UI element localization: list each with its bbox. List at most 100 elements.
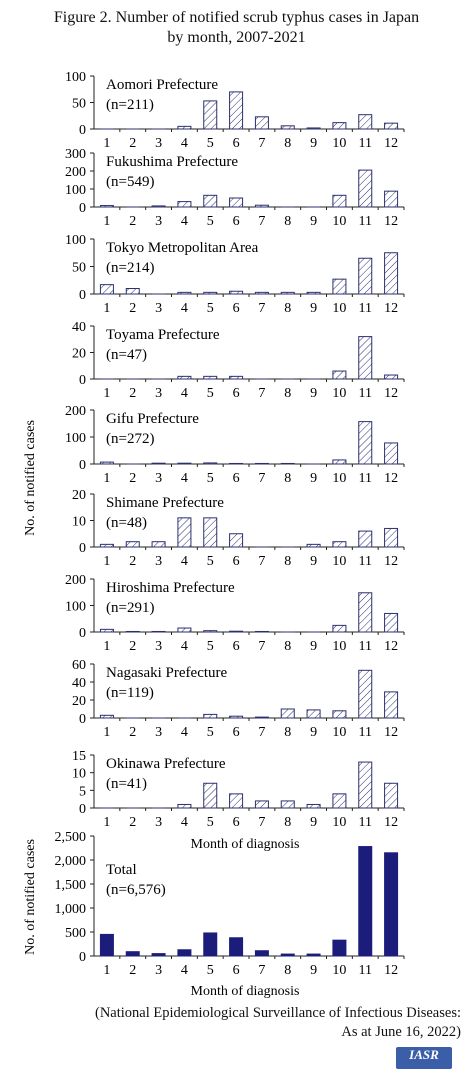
x-tick-label: 4: [181, 471, 188, 486]
x-tick-label: 7: [258, 639, 265, 654]
panel-n-label: (n=48): [106, 515, 147, 531]
x-tick-label: 9: [310, 554, 317, 569]
x-tick-label: 8: [284, 639, 291, 654]
panel-n-label: (n=211): [106, 97, 154, 113]
x-tick-label: 12: [384, 725, 398, 740]
x-tick-label: 6: [233, 301, 240, 316]
bar: [177, 803, 192, 809]
y-tick-label: 20: [72, 347, 86, 362]
bar: [125, 630, 140, 633]
x-tick-label: 1: [103, 301, 110, 316]
x-tick-label: 1: [103, 963, 110, 978]
bar: [358, 169, 373, 208]
panel-name: Hiroshima Prefecture: [106, 580, 235, 596]
x-tick-label: 2: [129, 471, 136, 486]
bar: [332, 939, 347, 957]
bar: [177, 462, 192, 465]
bar: [151, 205, 166, 208]
bar: [332, 459, 347, 465]
x-tick-label: 3: [155, 725, 162, 740]
bar: [384, 527, 399, 548]
panel-n-label: (n=119): [106, 685, 154, 701]
bar: [306, 127, 321, 130]
panel-n-label: (n=214): [106, 260, 154, 276]
panel-n-label: (n=272): [106, 431, 154, 447]
y-tick-label: 0: [79, 288, 86, 303]
x-tick-label: 11: [359, 136, 372, 151]
x-tick-label: 8: [284, 725, 291, 740]
x-tick-label: 3: [155, 136, 162, 151]
x-tick-label: 2: [129, 639, 136, 654]
bar: [254, 116, 269, 130]
bar: [254, 204, 269, 208]
y-tick-label: 10: [72, 515, 86, 530]
x-tick-label: 1: [103, 725, 110, 740]
bar: [125, 288, 140, 295]
x-tick-label: 9: [310, 214, 317, 229]
x-tick-label: 8: [284, 301, 291, 316]
bar: [358, 114, 373, 130]
x-tick-label: 11: [359, 639, 372, 654]
x-tick-label: 6: [233, 554, 240, 569]
bar: [229, 91, 244, 130]
bar: [280, 953, 295, 957]
y-tick-label: 200: [65, 404, 86, 419]
x-tick-label: 2: [129, 725, 136, 740]
bar: [358, 421, 373, 465]
panel-n-label: (n=6,576): [106, 882, 166, 898]
x-tick-label: 1: [103, 815, 110, 830]
x-tick-label: 11: [359, 386, 372, 401]
panel-name: Okinawa Prefecture: [106, 756, 226, 772]
panel-name: Shimane Prefecture: [106, 495, 224, 511]
x-tick-label: 1: [103, 214, 110, 229]
bar: [203, 100, 218, 130]
bar: [280, 291, 295, 295]
x-tick-label: 5: [207, 136, 214, 151]
x-tick-label: 7: [258, 554, 265, 569]
bar: [384, 122, 399, 130]
y-tick-label: 0: [79, 458, 86, 473]
x-tick-label: 2: [129, 815, 136, 830]
source-line1: (National Epidemiological Surveillance o…: [94, 1005, 461, 1021]
x-tick-label: 3: [155, 301, 162, 316]
x-tick-label: 12: [384, 214, 398, 229]
iasr-logo-text: IASR: [409, 1047, 439, 1062]
figure-title-line2: by month, 2007-2021: [167, 29, 306, 46]
bar: [203, 291, 218, 295]
x-tick-label: 7: [258, 963, 265, 978]
x-tick-label: 10: [332, 725, 346, 740]
bar: [177, 125, 192, 130]
bar: [306, 543, 321, 548]
x-tick-label: 1: [103, 136, 110, 151]
bar: [99, 933, 114, 957]
bar: [203, 375, 218, 380]
x-tick-label: 1: [103, 471, 110, 486]
x-tick-label: 10: [332, 471, 346, 486]
x-tick-label: 4: [181, 136, 188, 151]
bar: [280, 462, 295, 465]
bar: [254, 950, 269, 957]
x-tick-label: 7: [258, 725, 265, 740]
x-tick-label: 6: [233, 963, 240, 978]
x-tick-label: 12: [384, 639, 398, 654]
y-tick-label: 100: [65, 600, 86, 615]
x-tick-label: 3: [155, 554, 162, 569]
panel-n-label: (n=549): [106, 174, 154, 190]
bar: [99, 628, 114, 633]
x-tick-label: 10: [332, 386, 346, 401]
y-tick-label: 5: [79, 784, 86, 799]
x-tick-label: 10: [332, 214, 346, 229]
x-tick-label: 4: [181, 815, 188, 830]
figure-title: Figure 2. Number of notified scrub typhu…: [0, 8, 473, 48]
x-tick-label: 5: [207, 301, 214, 316]
x-tick-label: 3: [155, 815, 162, 830]
x-tick-label: 12: [384, 471, 398, 486]
bar: [177, 627, 192, 633]
x-tick-label: 9: [310, 963, 317, 978]
x-tick-label: 2: [129, 554, 136, 569]
y-tick-label: 2,500: [55, 830, 87, 845]
x-tick-label: 3: [155, 639, 162, 654]
